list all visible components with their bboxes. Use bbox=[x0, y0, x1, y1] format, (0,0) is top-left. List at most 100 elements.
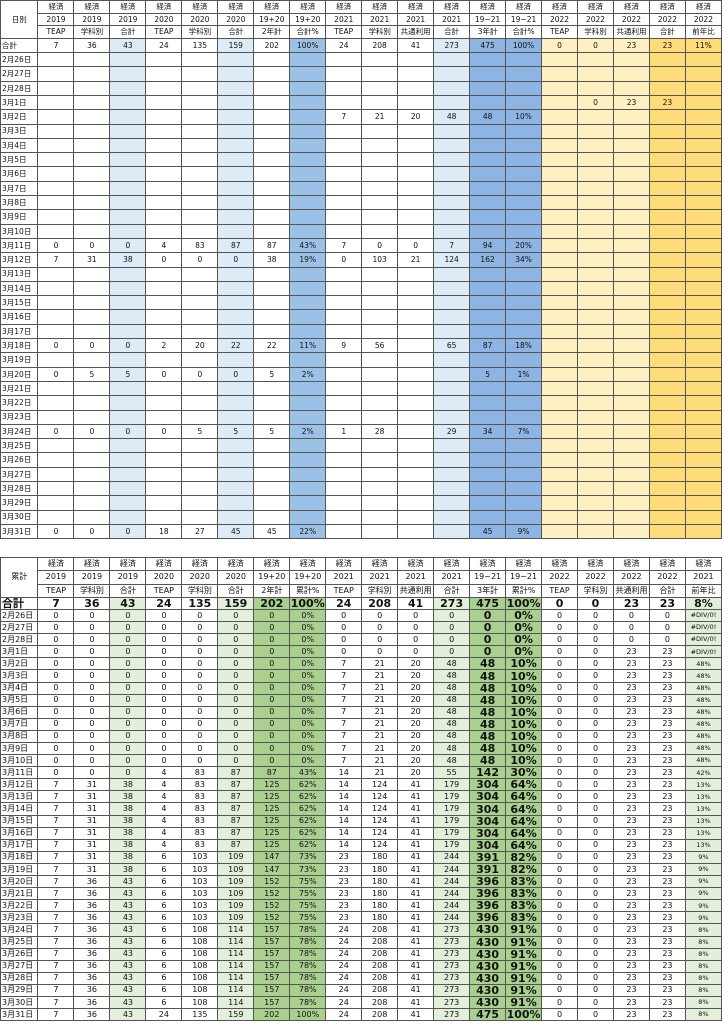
header-cell: 経済 bbox=[469, 0, 507, 14]
cell: 43 bbox=[109, 959, 147, 973]
cell: 7 bbox=[37, 995, 75, 1010]
cell bbox=[397, 209, 435, 225]
cell bbox=[217, 509, 255, 525]
cell: 14 bbox=[325, 838, 363, 852]
row-label: 3月8日 bbox=[0, 729, 39, 744]
cell: 13% bbox=[684, 802, 723, 816]
cell bbox=[73, 438, 111, 454]
cell bbox=[109, 309, 147, 325]
cell: 43 bbox=[109, 983, 147, 997]
header-cell: 19~21 bbox=[505, 570, 543, 585]
cell bbox=[648, 352, 686, 368]
cell bbox=[325, 180, 363, 197]
cell bbox=[433, 309, 471, 325]
cell: 29 bbox=[433, 423, 471, 440]
cell: 7 bbox=[325, 669, 363, 683]
header-cell: TEAP bbox=[37, 25, 75, 39]
data-row: 3月8日 0 0 0 0 0 0 0 0% 7 21 20 48 48 10% 0 0 23 23 48% bbox=[0, 729, 723, 744]
cell bbox=[433, 523, 471, 540]
data-row: 3月1日 0 23 23 bbox=[0, 94, 723, 111]
cell: 10% bbox=[505, 717, 543, 731]
cell bbox=[325, 466, 363, 482]
cell bbox=[217, 109, 255, 125]
cell: 24 bbox=[325, 37, 363, 54]
cell: 5 bbox=[109, 366, 147, 382]
row-label: 3月6日 bbox=[0, 705, 39, 719]
cell: 43 bbox=[109, 899, 147, 913]
cell: 38 bbox=[109, 802, 147, 816]
cell: 23 bbox=[648, 1008, 686, 1022]
cell: 5 bbox=[253, 366, 291, 382]
cell bbox=[289, 52, 327, 68]
header-cell: 2020 bbox=[217, 12, 255, 27]
data-row: 3月7日 bbox=[0, 180, 723, 197]
cell: 304 bbox=[469, 802, 507, 816]
cell: 273 bbox=[433, 935, 471, 949]
cell: 157 bbox=[253, 923, 291, 937]
cell bbox=[37, 209, 75, 225]
cell: 0% bbox=[289, 608, 327, 623]
header-cell: 経済 bbox=[469, 556, 507, 572]
cell bbox=[325, 380, 363, 397]
header-row: TEAP 学科別 合計 TEAP 学科別 合計 2年計 合計% TEAP 学科別 共通利用 合計 3年計… bbox=[1, 25, 723, 39]
cell bbox=[361, 495, 399, 511]
cell: 244 bbox=[433, 850, 471, 864]
cell: 10% bbox=[505, 693, 543, 707]
row-label: 2月27日 bbox=[0, 66, 39, 82]
cell: 135 bbox=[181, 1008, 219, 1022]
header-cell: 2021 bbox=[397, 12, 435, 27]
cell: 20 bbox=[397, 729, 435, 744]
cell bbox=[541, 480, 579, 497]
cell bbox=[577, 495, 614, 511]
cell bbox=[361, 438, 399, 454]
cell bbox=[469, 395, 507, 411]
cell bbox=[325, 295, 363, 311]
cell bbox=[612, 495, 650, 511]
cell: 0 bbox=[217, 717, 255, 731]
cell bbox=[433, 52, 471, 68]
cell bbox=[109, 280, 147, 297]
cell: 108 bbox=[181, 935, 219, 949]
cell: 0 bbox=[577, 838, 614, 852]
cell bbox=[325, 166, 363, 182]
header-cell: 2年計 bbox=[253, 583, 291, 598]
cell: 13% bbox=[684, 790, 723, 804]
cell bbox=[541, 466, 579, 482]
cell: 0 bbox=[181, 633, 219, 647]
cell bbox=[73, 466, 111, 482]
row-label: 合計 bbox=[0, 596, 39, 610]
cell: 7 bbox=[37, 923, 75, 937]
cell: 0 bbox=[397, 621, 435, 635]
cell: 0 bbox=[577, 729, 614, 744]
cell: 23 bbox=[648, 693, 686, 707]
cell: 7 bbox=[37, 814, 75, 828]
data-row: 3月23日 bbox=[0, 409, 723, 425]
cell bbox=[37, 80, 75, 96]
cell bbox=[541, 123, 579, 139]
cell bbox=[469, 309, 507, 325]
header-cell: 経済 bbox=[73, 0, 111, 14]
cell bbox=[612, 409, 650, 425]
cell: 135 bbox=[181, 596, 219, 610]
header-cell: TEAP bbox=[541, 25, 579, 39]
cell: 10% bbox=[505, 705, 543, 719]
cell bbox=[397, 195, 435, 211]
cell: 36 bbox=[73, 935, 111, 949]
cell: 0 bbox=[253, 633, 291, 647]
cell bbox=[684, 323, 723, 340]
cell: 430 bbox=[469, 923, 507, 937]
cell: 87 bbox=[217, 838, 255, 852]
cell: 0 bbox=[433, 645, 471, 659]
cell: 0 bbox=[109, 754, 147, 768]
cell: 0 bbox=[217, 645, 255, 659]
cell: 0 bbox=[577, 923, 614, 937]
data-row: 2月27日 0 0 0 0 0 0 0 0% 0 0 0 0 0 0% 0 0 0 0 #DIV/0! bbox=[0, 621, 723, 635]
cell bbox=[37, 137, 75, 154]
cell: 23 bbox=[648, 887, 686, 901]
row-label: 3月10日 bbox=[0, 223, 39, 239]
cell bbox=[577, 66, 614, 82]
cell: 0% bbox=[289, 645, 327, 659]
cell: 0 bbox=[109, 669, 147, 683]
cell: 8% bbox=[684, 959, 723, 973]
cell bbox=[612, 395, 650, 411]
